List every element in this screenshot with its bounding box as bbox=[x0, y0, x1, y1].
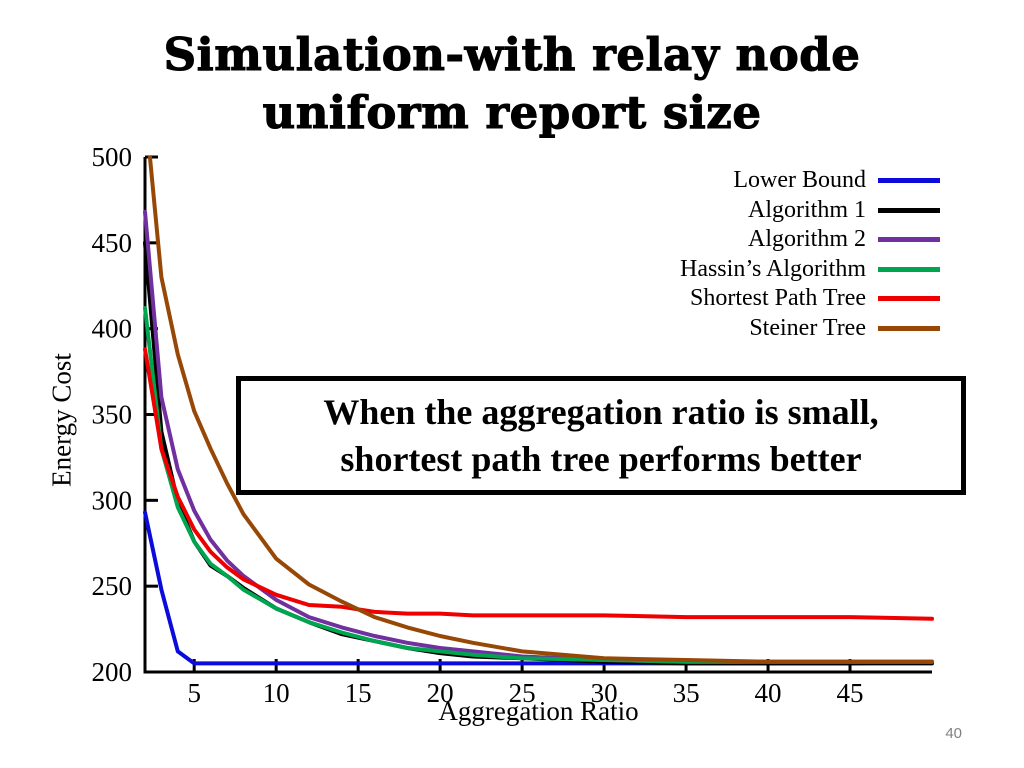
x-tick-label: 40 bbox=[755, 678, 782, 708]
x-tick-label: 45 bbox=[837, 678, 864, 708]
legend-swatch bbox=[878, 325, 940, 331]
legend-swatch bbox=[878, 266, 940, 272]
legend-label: Algorithm 1 bbox=[748, 196, 866, 223]
y-tick-label: 250 bbox=[92, 571, 133, 601]
callout-line2: shortest path tree performs better bbox=[340, 438, 862, 479]
y-tick-label: 300 bbox=[92, 485, 133, 515]
series-line-steiner-tree bbox=[147, 156, 934, 664]
x-tick-label: 25 bbox=[509, 678, 536, 708]
x-tick-label: 5 bbox=[187, 678, 201, 708]
legend-label: Shortest Path Tree bbox=[689, 285, 866, 312]
chart-legend: Lower Bound Algorithm 1 Algorithm 2 Hassin’… bbox=[680, 166, 940, 343]
y-tick-label: 400 bbox=[92, 314, 133, 344]
legend-swatch bbox=[878, 207, 940, 213]
legend-swatch bbox=[878, 237, 940, 243]
legend-label: Steiner Tree bbox=[749, 314, 866, 341]
y-tick-label: 500 bbox=[92, 142, 133, 172]
x-tick-label: 20 bbox=[427, 678, 454, 708]
legend-item: Algorithm 2 bbox=[680, 225, 940, 255]
y-axis-label: Energy Cost bbox=[46, 353, 77, 487]
x-tick-label: 35 bbox=[673, 678, 700, 708]
callout-line1: When the aggregation ratio is small, bbox=[323, 391, 879, 432]
y-tick-label: 450 bbox=[92, 228, 133, 258]
legend-item: Hassin’s Algorithm bbox=[680, 255, 940, 285]
slide-title: Simulation-with relay node uniform repor… bbox=[0, 26, 1024, 141]
x-tick-label: 10 bbox=[263, 678, 290, 708]
y-tick-label: 200 bbox=[92, 657, 133, 687]
x-axis-label: Aggregation Ratio bbox=[438, 696, 639, 726]
legend-item: Steiner Tree bbox=[680, 314, 940, 344]
legend-swatch bbox=[878, 296, 940, 302]
legend-label: Algorithm 2 bbox=[748, 226, 866, 253]
legend-label: Lower Bound bbox=[733, 167, 866, 194]
page-number: 40 bbox=[945, 725, 962, 742]
x-tick-label: 15 bbox=[345, 678, 372, 708]
x-tick-label: 30 bbox=[591, 678, 618, 708]
y-tick-label: 350 bbox=[92, 400, 133, 430]
legend-item: Algorithm 1 bbox=[680, 196, 940, 226]
slide-title-line1: Simulation-with relay node bbox=[163, 27, 861, 81]
legend-item: Lower Bound bbox=[680, 166, 940, 196]
callout-box: When the aggregation ratio is small, sho… bbox=[236, 376, 966, 495]
legend-item: Shortest Path Tree bbox=[680, 284, 940, 314]
legend-swatch bbox=[878, 178, 940, 184]
legend-label: Hassin’s Algorithm bbox=[679, 255, 866, 282]
slide-title-line2: uniform report size bbox=[262, 85, 762, 139]
